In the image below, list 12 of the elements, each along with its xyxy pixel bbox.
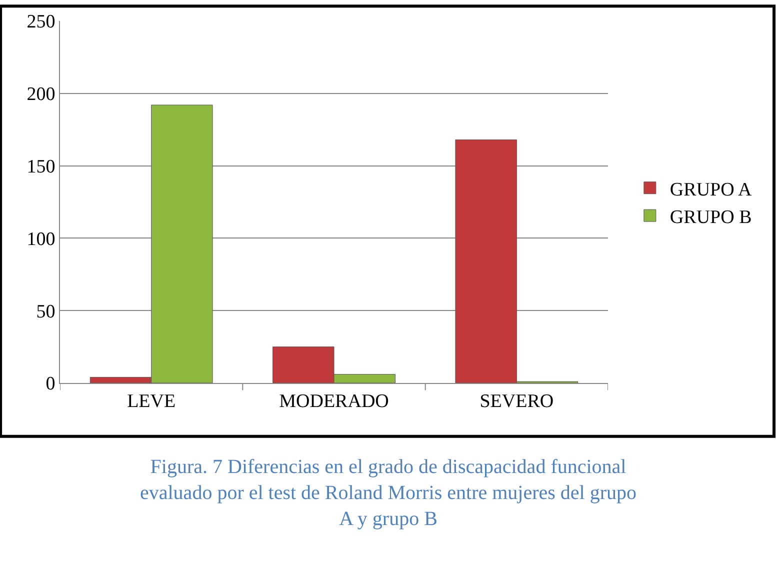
legend-label: GRUPO B	[670, 206, 752, 228]
x-tick-label: SEVERO	[480, 390, 554, 412]
y-tick-label: 50	[36, 301, 56, 322]
y-tick-label: 0	[46, 374, 56, 395]
x-tick-label: MODERADO	[279, 390, 389, 412]
y-tick-label: 100	[26, 228, 56, 250]
text: Figura. 7 Diferencias en el grado de discapacidad funcional evaluado por el test de Roland Morris entre mujeres del grupo A y grupo B	[140, 456, 637, 530]
x-tick-label: LEVE	[127, 390, 176, 412]
y-tick-label: 200	[26, 84, 56, 106]
legend-label: GRUPO A	[670, 179, 752, 200]
y-tick-label: 150	[26, 156, 56, 178]
y-tick-label: 250	[26, 12, 56, 33]
